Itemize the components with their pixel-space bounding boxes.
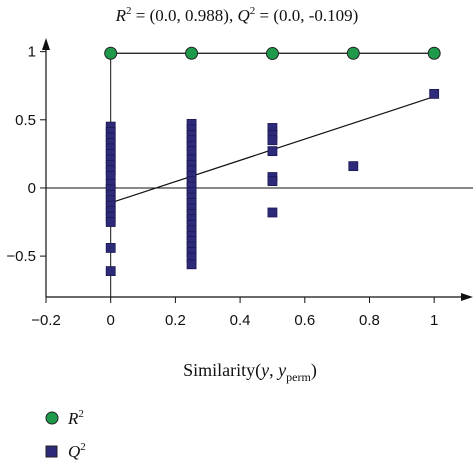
q2-point bbox=[105, 243, 116, 253]
legend: R2 Q2 bbox=[45, 408, 86, 461]
r2-point bbox=[185, 46, 199, 60]
y-tick-label: 0 bbox=[28, 180, 36, 197]
r2-point bbox=[346, 46, 360, 60]
q2-point bbox=[186, 259, 197, 270]
legend-r2-exponent: 2 bbox=[78, 408, 84, 420]
x-axis-label-separator: , bbox=[269, 360, 278, 380]
chart-title: R2 = (0.0, 0.988), Q2 = (0.0, -0.109) bbox=[115, 5, 359, 25]
title-r2-value: = (0.0, 0.988), bbox=[132, 6, 238, 25]
q2-point bbox=[105, 217, 116, 227]
q2-point bbox=[105, 170, 116, 181]
x-tick-label: 0 bbox=[107, 312, 115, 329]
y-axis-arrow bbox=[42, 38, 50, 50]
q2-point bbox=[267, 176, 278, 187]
x-axis-label-prefix: Similarity( bbox=[183, 360, 261, 381]
x-axis-label-y: y bbox=[259, 360, 269, 380]
x-axis-label-suffix: ) bbox=[311, 360, 317, 381]
legend-q2-exponent: 2 bbox=[80, 441, 86, 453]
q2-point bbox=[429, 88, 440, 99]
y-tick-label: −0.5 bbox=[6, 248, 36, 265]
y-tick-label: 1 bbox=[28, 44, 36, 61]
x-tick-label: 0.8 bbox=[359, 312, 380, 329]
x-tick-label: 1 bbox=[430, 312, 438, 329]
x-tick-label: 0.2 bbox=[165, 312, 186, 329]
title-r2-symbol: R bbox=[115, 6, 127, 25]
x-tick-label: 0.4 bbox=[230, 312, 251, 329]
legend-item-q2: Q2 bbox=[45, 441, 86, 461]
x-axis-label: Similarity(y, yperm) bbox=[183, 360, 317, 384]
legend-r2-label: R2 bbox=[67, 408, 84, 428]
x-tick-label: 0.6 bbox=[294, 312, 315, 329]
legend-q2-marker bbox=[45, 445, 58, 458]
r2-point bbox=[265, 47, 279, 61]
title-q2-symbol: Q bbox=[237, 6, 249, 25]
legend-item-r2: R2 bbox=[45, 408, 84, 428]
x-axis-arrow bbox=[461, 293, 473, 301]
x-axis-label-y2: y bbox=[276, 360, 286, 380]
legend-q2-symbol: Q bbox=[68, 442, 80, 461]
x-tick-label: −0.2 bbox=[31, 312, 61, 329]
title-q2-exponent: 2 bbox=[250, 5, 256, 17]
q2-point bbox=[186, 146, 197, 157]
q2-point bbox=[267, 135, 278, 146]
title-q2-value: = (0.0, -0.109) bbox=[255, 6, 358, 25]
q2-point bbox=[348, 161, 359, 172]
legend-r2-marker bbox=[45, 411, 59, 425]
r2-point bbox=[427, 46, 441, 60]
q2-point bbox=[105, 266, 116, 277]
y-tick-label: 0.5 bbox=[15, 112, 36, 129]
x-axis-label-subscript: perm bbox=[286, 370, 311, 384]
legend-r2-symbol: R bbox=[67, 409, 79, 428]
r2-point bbox=[104, 46, 118, 60]
q2-point bbox=[267, 146, 278, 157]
q2-point bbox=[267, 207, 278, 218]
plot-area: −0.2 0 0.2 0.4 0.6 0.8 1 −0.5 0 0.5 1 bbox=[6, 38, 473, 329]
title-r2-exponent: 2 bbox=[126, 5, 132, 17]
legend-q2-label: Q2 bbox=[68, 441, 86, 461]
